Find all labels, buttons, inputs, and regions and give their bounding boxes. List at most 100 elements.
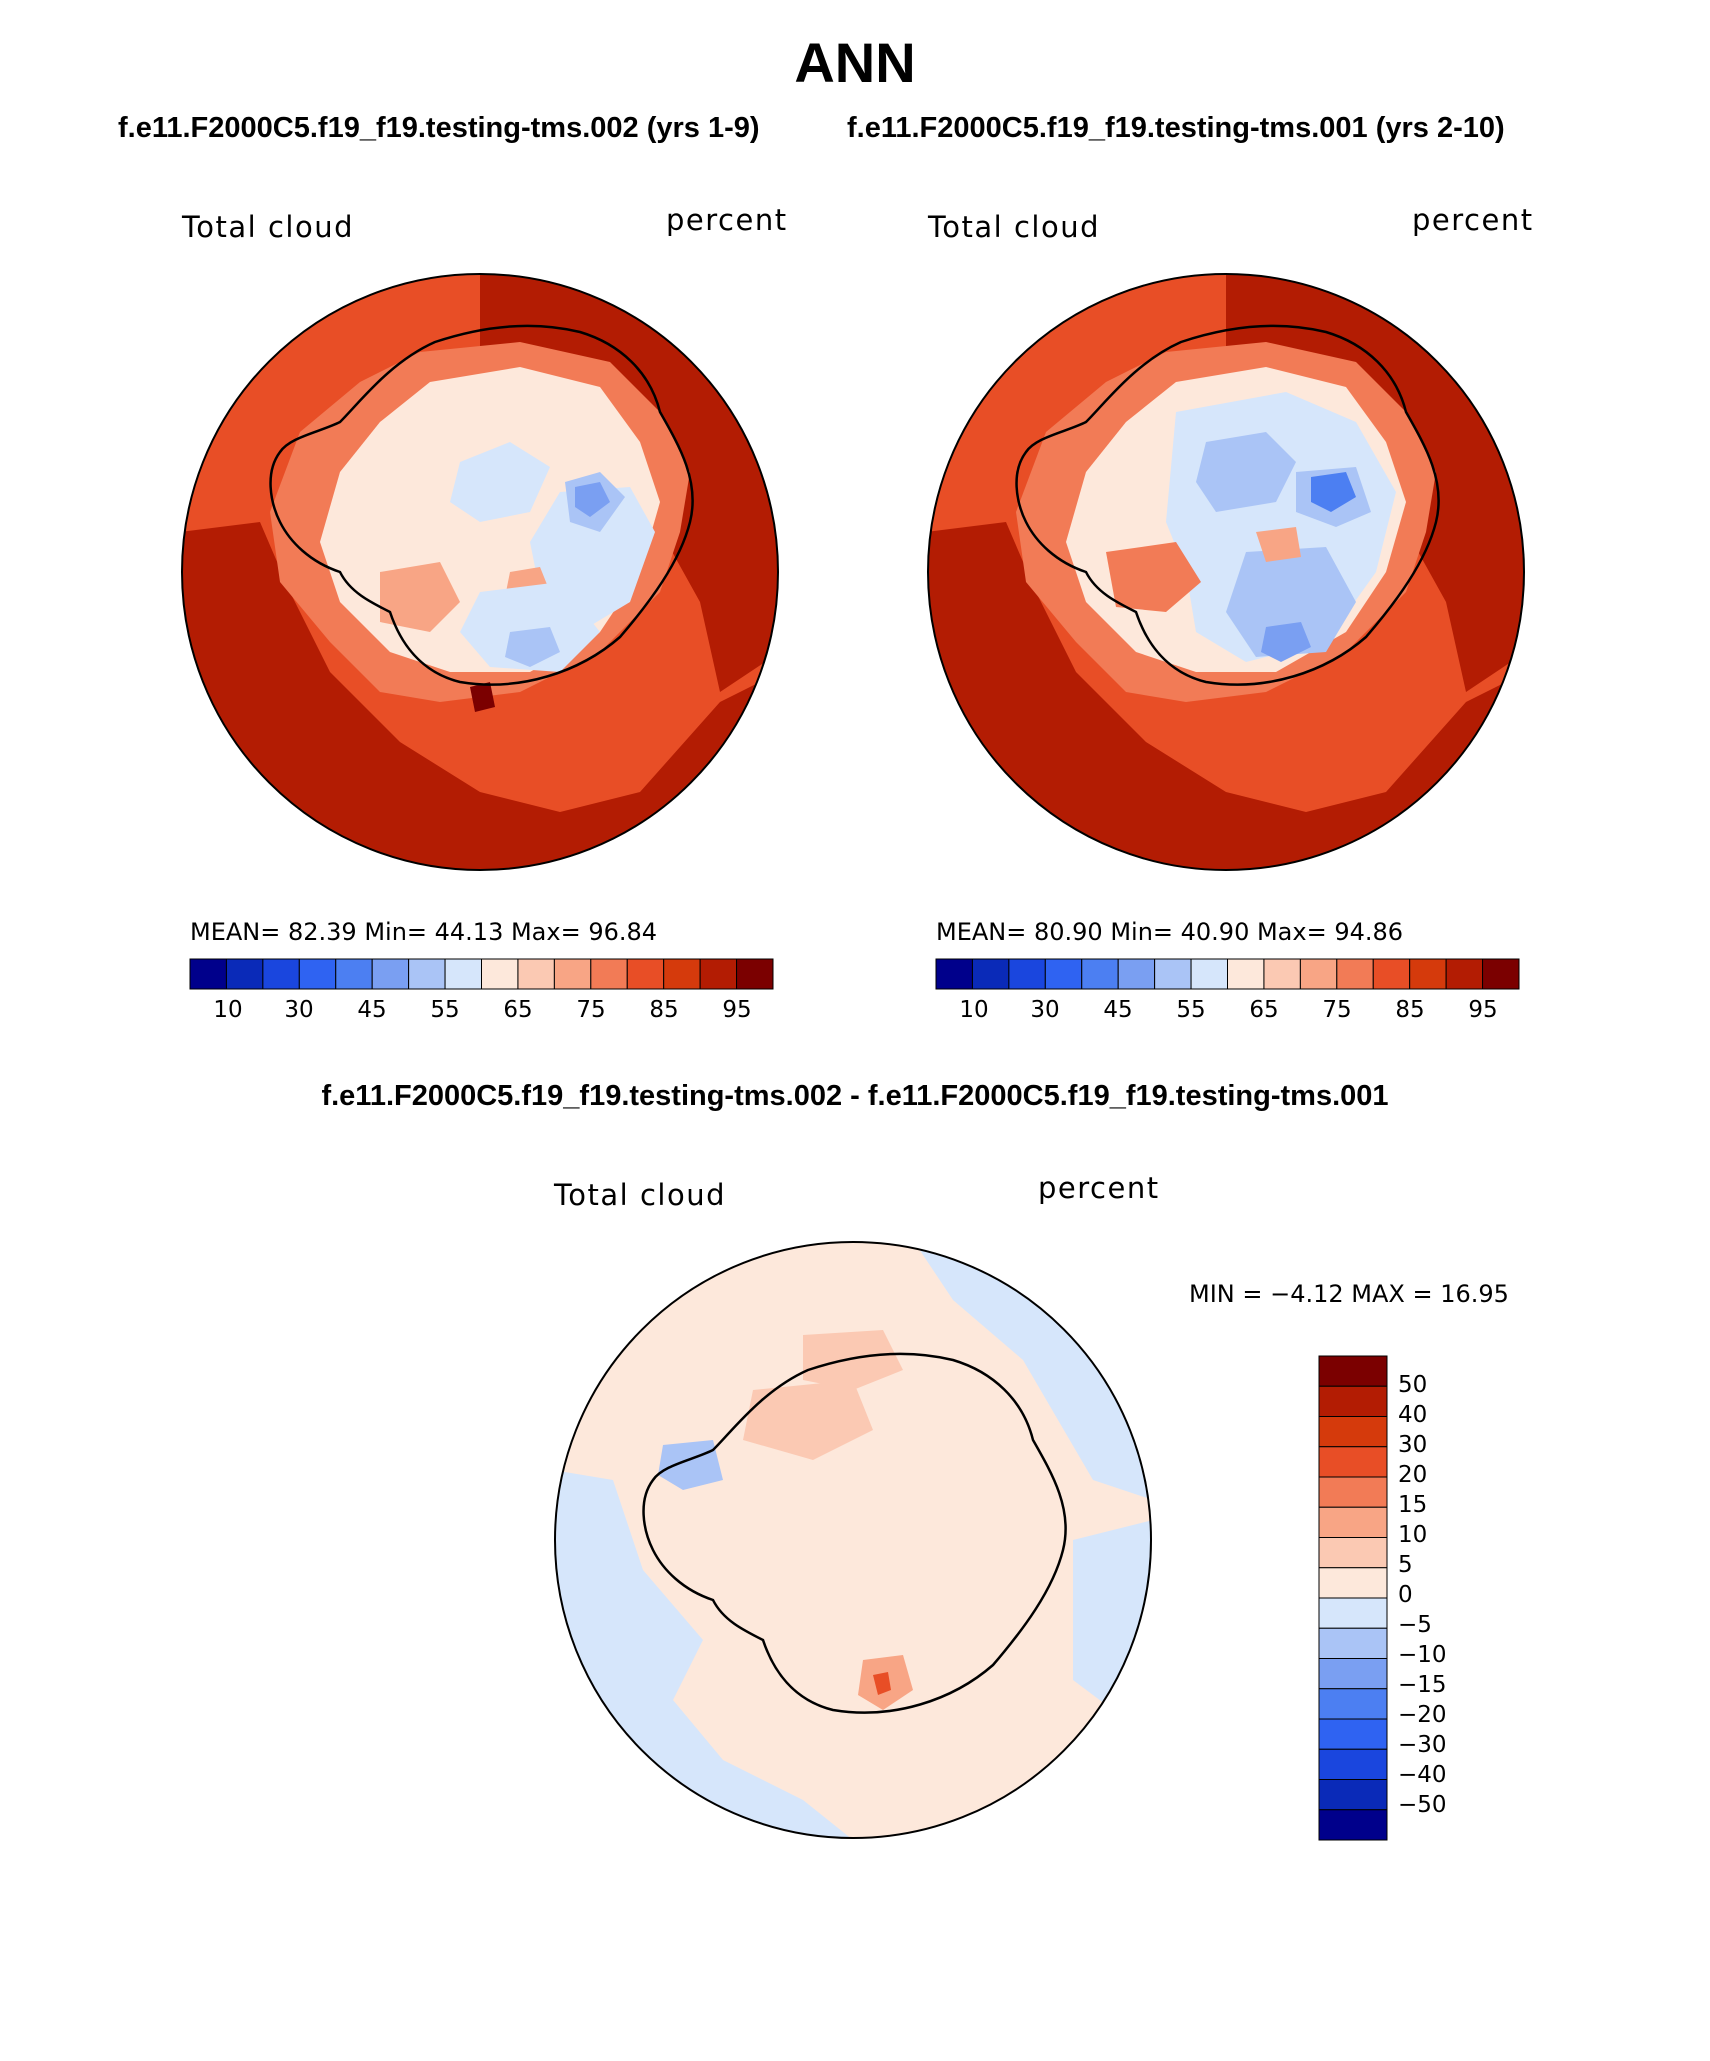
colorbar-swatch — [189, 958, 227, 990]
colorbar-swatch — [1318, 1506, 1388, 1538]
colorbar-swatch — [1318, 1597, 1388, 1629]
ross-sea-cloud — [1106, 542, 1201, 612]
difference-colorbar — [1318, 1355, 1388, 1841]
colorbar-swatch — [1318, 1446, 1388, 1478]
colorbar-tick: 85 — [1395, 997, 1425, 1023]
colorbar-swatch — [1299, 958, 1338, 990]
colorbar-swatch — [553, 958, 592, 990]
right-panel-title: f.e11.F2000C5.f19_f19.testing-tms.001 (y… — [847, 112, 1505, 144]
high-cloud-region-south — [182, 522, 778, 870]
left-variable-label: Total cloud — [182, 210, 354, 244]
colorbar-tick: −50 — [1398, 1792, 1447, 1818]
right-polar-map — [927, 273, 1525, 871]
colorbar-tick: 10 — [959, 997, 989, 1023]
antarctica-coastline — [642, 1352, 1067, 1714]
colorbar-tick: 75 — [1322, 997, 1352, 1023]
colorbar-swatch — [481, 958, 519, 990]
diff-units-label: percent — [1038, 1171, 1160, 1205]
colorbar-tick: 95 — [722, 997, 752, 1023]
map-boundary — [927, 273, 1525, 871]
colorbar-tick: 45 — [1103, 997, 1133, 1023]
colorbar-tick: −5 — [1398, 1612, 1432, 1638]
colorbar-swatch — [1190, 958, 1228, 990]
low-cloud-patch-1 — [450, 442, 550, 522]
diff-stats: MIN = −4.12 MAX = 16.95 — [1189, 1280, 1509, 1308]
colorbar-tick: 5 — [1398, 1552, 1413, 1578]
left-colorbar — [189, 958, 774, 990]
colorbar-swatch — [1318, 1476, 1388, 1508]
colorbar-tick: 30 — [1398, 1432, 1428, 1458]
colorbar-tick: 10 — [1398, 1522, 1428, 1548]
left-stats: MEAN= 82.39 Min= 44.13 Max= 96.84 — [190, 918, 658, 946]
colorbar-swatch — [335, 958, 373, 990]
colorbar-swatch — [590, 958, 628, 990]
colorbar-swatch — [1318, 1779, 1388, 1811]
colorbar-tick: 55 — [1176, 997, 1206, 1023]
colorbar-swatch — [1336, 958, 1374, 990]
map-boundary — [181, 273, 779, 871]
colorbar-swatch — [1318, 1385, 1388, 1417]
low-cloud-patch-4 — [460, 582, 600, 672]
colorbar-swatch — [699, 958, 738, 990]
colorbar-swatch — [1008, 958, 1046, 990]
colorbar-swatch — [1318, 1567, 1388, 1599]
colorbar-swatch — [1318, 1627, 1388, 1659]
colorbar-tick: 50 — [1398, 1372, 1428, 1398]
right-colorbar — [935, 958, 1520, 990]
low-cloud-patch-5 — [505, 627, 560, 667]
antarctica-coastline — [1015, 324, 1440, 686]
colorbar-swatch — [1154, 958, 1192, 990]
colorbar-swatches — [189, 958, 774, 990]
colorbar-tick: 30 — [1030, 997, 1060, 1023]
positive-diff-patch-1 — [803, 1330, 903, 1390]
diff-variable-label: Total cloud — [554, 1178, 726, 1212]
colorbar-swatch — [408, 958, 446, 990]
colorbar-swatch — [1318, 1658, 1388, 1690]
positive-diff-patch-2 — [743, 1380, 873, 1460]
colorbar-tick: −15 — [1398, 1672, 1447, 1698]
colorbar-swatch — [1044, 958, 1083, 990]
colorbar-swatch — [1318, 1748, 1388, 1780]
low-cloud-core-2 — [1261, 622, 1311, 662]
colorbar-tick: 45 — [357, 997, 387, 1023]
colorbar-tick: −20 — [1398, 1702, 1447, 1728]
low-cloud-core-1 — [1311, 472, 1356, 512]
colorbar-swatch — [1263, 958, 1301, 990]
colorbar-tick: 95 — [1468, 997, 1498, 1023]
colorbar-swatch — [298, 958, 337, 990]
colorbar-tick: 75 — [576, 997, 606, 1023]
colorbar-tick: 40 — [1398, 1402, 1428, 1428]
left-colorbar-ticks: 10 30 45 55 65 75 85 95 — [190, 997, 773, 1027]
antarctica-coastline — [269, 324, 694, 686]
colorbar-tick: 15 — [1398, 1492, 1428, 1518]
colorbar-swatch — [1318, 1809, 1388, 1841]
colorbar-swatch — [1227, 958, 1265, 990]
colorbar-swatch — [1318, 1537, 1388, 1569]
left-units-label: percent — [666, 203, 788, 237]
ross-sea-cloud — [380, 562, 460, 632]
colorbar-swatch — [1482, 958, 1520, 990]
colorbar-swatches — [935, 958, 1520, 990]
colorbar-swatch — [736, 958, 774, 990]
colorbar-tick: 20 — [1398, 1462, 1428, 1488]
colorbar-swatch — [1117, 958, 1156, 990]
high-cloud-region-south — [928, 522, 1524, 870]
colorbar-swatches — [1318, 1355, 1388, 1841]
colorbar-tick: 65 — [1249, 997, 1279, 1023]
colorbar-swatch — [1445, 958, 1484, 990]
left-polar-map — [181, 273, 779, 871]
colorbar-swatch — [1318, 1718, 1388, 1750]
colorbar-swatch — [971, 958, 1010, 990]
right-units-label: percent — [1412, 203, 1534, 237]
colorbar-swatch — [371, 958, 410, 990]
figure-title: ANN — [794, 31, 916, 94]
peak-cloud-cell — [470, 682, 495, 712]
colorbar-tick: 55 — [430, 997, 460, 1023]
colorbar-swatch — [1318, 1688, 1388, 1720]
right-colorbar-ticks: 10 30 45 55 65 75 85 95 — [936, 997, 1519, 1027]
right-stats: MEAN= 80.90 Min= 40.90 Max= 94.86 — [936, 918, 1404, 946]
colorbar-swatch — [1318, 1355, 1388, 1387]
colorbar-tick: −40 — [1398, 1762, 1447, 1788]
colorbar-swatch — [1372, 958, 1411, 990]
colorbar-tick: −10 — [1398, 1642, 1447, 1668]
